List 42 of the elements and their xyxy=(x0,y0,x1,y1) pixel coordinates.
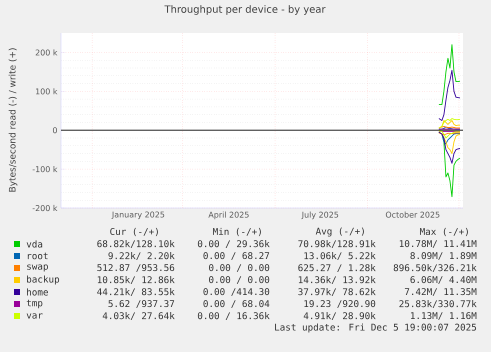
text: 14.36k/ 13.92k xyxy=(298,276,376,284)
text: 70.98k/128.91k xyxy=(298,240,376,248)
text: 0.00 / 29.36k xyxy=(198,240,270,248)
text: 0.00 / 68.27 xyxy=(203,252,270,260)
text: 10.85k/ 12.86k xyxy=(98,276,175,284)
text: 512.87 /953.56 xyxy=(97,264,174,272)
text: 68.82k/128.10k xyxy=(97,240,175,248)
text: 7.42M/ 11.35M xyxy=(404,288,476,296)
text: Min (-/+) xyxy=(212,228,261,236)
text: Last update: Fri Dec 5 19:00:07 2025 xyxy=(275,324,476,332)
text: 37.97k/ 78.62k xyxy=(298,288,376,296)
text: 25.83k/330.77k xyxy=(399,300,477,308)
text: Avg (-/+) xyxy=(316,227,364,237)
text: 0.00 / 0.00 xyxy=(209,276,270,284)
legend-label: vda xyxy=(26,240,42,248)
text: 896.50k/326.21k xyxy=(394,264,477,272)
legend-label: backup xyxy=(27,276,60,284)
text: 5.62 /937.37 xyxy=(108,300,174,308)
text: 8.09M/ 1.89M xyxy=(410,252,476,260)
text: 1.13M/ 1.16M xyxy=(410,312,476,320)
legend-label: tmp xyxy=(26,300,42,308)
text: 44.21k/ 83.55k xyxy=(97,288,175,296)
text: Cur (-/+) xyxy=(110,228,158,236)
text: 13.06k/ 5.22k xyxy=(304,252,376,260)
chart-title: Throughput per device - by year xyxy=(164,5,326,15)
legend-label: root xyxy=(28,252,48,260)
text: 625.27 / 1.28k xyxy=(298,264,376,272)
text: 4.91k/ 28.90k xyxy=(304,312,376,320)
y-axis-title: Bytes/second read (-) / write (+) xyxy=(8,48,18,192)
text: Max (-/+) xyxy=(420,228,468,236)
text: 9.22k/ 2.20k xyxy=(108,252,175,260)
text: 4.03k/ 27.64k xyxy=(102,312,175,320)
text: 10.78M/ 11.41M xyxy=(400,240,476,248)
text: 19.23 /920.90 xyxy=(304,300,376,308)
text: 0.00 / 0.00 xyxy=(209,264,270,272)
legend-label: home xyxy=(27,288,48,296)
text: 0.00 /414.30 xyxy=(203,288,270,296)
text: 0.00 / 16.36k xyxy=(198,312,270,320)
text: 6.06M/ 4.40M xyxy=(410,276,476,284)
legend-label: var xyxy=(26,313,43,319)
legend-label: swap xyxy=(27,264,48,272)
text: 0.00 / 68.04 xyxy=(203,300,270,308)
